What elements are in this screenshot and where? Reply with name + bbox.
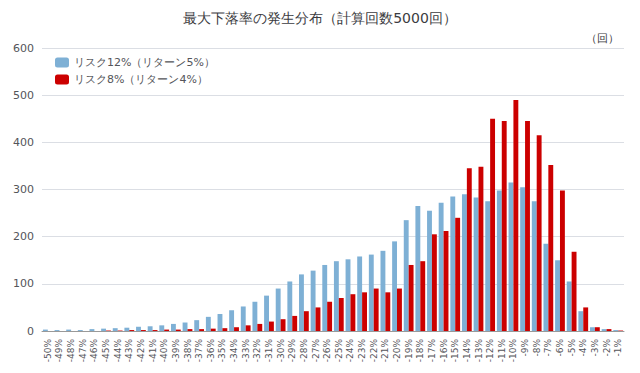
svg-text:-45%: -45%	[101, 339, 111, 363]
svg-text:-44%: -44%	[113, 339, 123, 363]
svg-text:-29%: -29%	[287, 339, 297, 363]
svg-text:-3%: -3%	[590, 339, 600, 357]
svg-text:100: 100	[13, 277, 34, 290]
svg-text:-19%: -19%	[404, 339, 414, 363]
svg-text:-30%: -30%	[276, 339, 286, 363]
svg-text:400: 400	[13, 136, 34, 149]
svg-text:-9%: -9%	[520, 339, 530, 357]
svg-text:-26%: -26%	[322, 339, 332, 363]
svg-text:-15%: -15%	[450, 339, 460, 363]
svg-text:-41%: -41%	[148, 339, 158, 363]
svg-text:-40%: -40%	[159, 339, 169, 363]
svg-text:600: 600	[13, 42, 34, 55]
svg-text:-34%: -34%	[229, 339, 239, 363]
svg-text:-11%: -11%	[497, 339, 507, 363]
svg-text:-47%: -47%	[78, 339, 88, 363]
svg-text:500: 500	[13, 89, 34, 102]
svg-text:-22%: -22%	[369, 339, 379, 363]
svg-text:-10%: -10%	[508, 339, 518, 363]
svg-text:-2%: -2%	[602, 339, 612, 357]
svg-text:-24%: -24%	[345, 339, 355, 363]
svg-text:-39%: -39%	[171, 339, 181, 363]
svg-text:-23%: -23%	[357, 339, 367, 363]
svg-text:-42%: -42%	[136, 339, 146, 363]
svg-text:300: 300	[13, 183, 34, 196]
svg-text:-17%: -17%	[427, 339, 437, 363]
svg-text:-33%: -33%	[241, 339, 251, 363]
svg-text:-4%: -4%	[578, 339, 588, 357]
svg-text:リスク8%（リターン4%）: リスク8%（リターン4%）	[74, 73, 208, 86]
svg-text:-12%: -12%	[485, 339, 495, 363]
svg-text:-8%: -8%	[532, 339, 542, 357]
svg-text:-48%: -48%	[66, 339, 76, 363]
svg-text:-13%: -13%	[474, 339, 484, 363]
svg-text:（回）: （回）	[586, 32, 619, 45]
svg-text:-7%: -7%	[543, 339, 553, 357]
svg-text:-6%: -6%	[555, 339, 565, 357]
svg-text:-21%: -21%	[380, 339, 390, 363]
svg-text:0: 0	[27, 325, 34, 338]
svg-text:200: 200	[13, 230, 34, 243]
svg-text:-37%: -37%	[194, 339, 204, 363]
svg-text:-50%: -50%	[43, 339, 53, 363]
svg-text:-16%: -16%	[439, 339, 449, 363]
svg-text:-43%: -43%	[124, 339, 134, 363]
svg-text:リスク12%（リターン5%）: リスク12%（リターン5%）	[74, 56, 215, 69]
svg-text:-18%: -18%	[415, 339, 425, 363]
svg-text:-46%: -46%	[89, 339, 99, 363]
svg-text:-32%: -32%	[252, 339, 262, 363]
svg-text:-35%: -35%	[217, 339, 227, 363]
svg-text:-49%: -49%	[54, 339, 64, 363]
svg-text:-5%: -5%	[567, 339, 577, 357]
svg-text:-38%: -38%	[183, 339, 193, 363]
svg-text:-27%: -27%	[311, 339, 321, 363]
svg-text:-36%: -36%	[206, 339, 216, 363]
svg-text:-14%: -14%	[462, 339, 472, 363]
svg-text:-20%: -20%	[392, 339, 402, 363]
svg-text:-28%: -28%	[299, 339, 309, 363]
svg-text:-1%: -1%	[613, 339, 623, 357]
svg-text:-25%: -25%	[334, 339, 344, 363]
svg-text:最大下落率の発生分布（計算回数5000回）: 最大下落率の発生分布（計算回数5000回）	[183, 10, 457, 26]
svg-text:-31%: -31%	[264, 339, 274, 363]
